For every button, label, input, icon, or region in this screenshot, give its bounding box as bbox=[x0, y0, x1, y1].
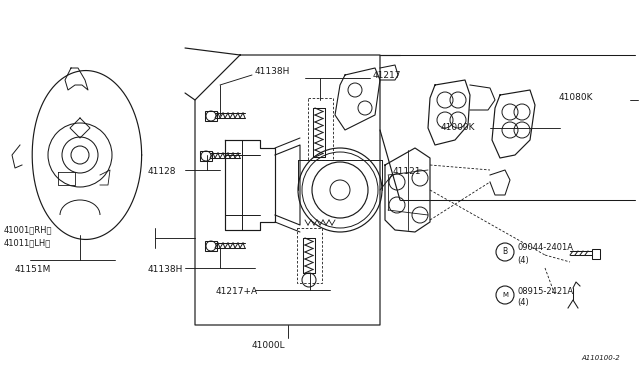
Text: 41138H: 41138H bbox=[148, 266, 184, 275]
Text: 41151M: 41151M bbox=[15, 266, 51, 275]
Text: M: M bbox=[502, 292, 508, 298]
Text: B: B bbox=[502, 247, 508, 257]
Text: 41001〈RH〉: 41001〈RH〉 bbox=[4, 225, 52, 234]
Text: 09044-2401A: 09044-2401A bbox=[517, 244, 573, 253]
Text: (4): (4) bbox=[517, 256, 529, 264]
Text: 41121: 41121 bbox=[393, 167, 422, 176]
Text: 41080K: 41080K bbox=[559, 93, 593, 102]
Bar bbox=[297, 228, 322, 283]
Text: (4): (4) bbox=[517, 298, 529, 308]
Text: 41000L: 41000L bbox=[252, 341, 285, 350]
Text: 41128: 41128 bbox=[148, 167, 177, 176]
Text: 08915-2421A: 08915-2421A bbox=[517, 286, 573, 295]
Bar bbox=[200, 151, 212, 161]
Text: 41000K: 41000K bbox=[440, 124, 475, 132]
Bar bbox=[592, 249, 600, 259]
Text: 41217+A: 41217+A bbox=[216, 288, 258, 296]
Text: A110100-2: A110100-2 bbox=[581, 355, 620, 361]
Text: 41138H: 41138H bbox=[255, 67, 291, 77]
Text: 41217: 41217 bbox=[373, 71, 401, 80]
Bar bbox=[308, 98, 333, 160]
Bar bbox=[205, 241, 217, 251]
Text: 41011〈LH〉: 41011〈LH〉 bbox=[4, 238, 51, 247]
Bar bbox=[205, 111, 217, 121]
